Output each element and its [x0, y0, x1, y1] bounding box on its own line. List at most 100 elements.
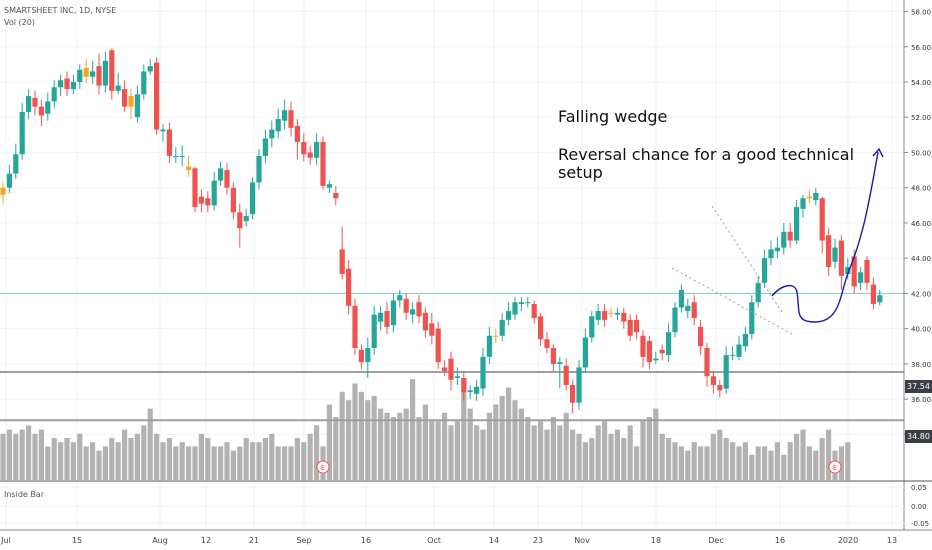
volume-bar	[666, 438, 672, 480]
volume-bar	[838, 446, 844, 480]
volume-bar	[230, 450, 236, 480]
x-tick-label: Jul	[0, 536, 11, 545]
volume-bar	[794, 433, 800, 480]
candle-body	[173, 156, 179, 157]
volume-bar	[122, 429, 128, 480]
volume-bar	[422, 404, 428, 480]
volume-bar	[659, 433, 665, 480]
volume-bar	[403, 408, 409, 480]
volume-bar	[570, 429, 576, 480]
volume-bar	[563, 412, 569, 480]
wedge-upper-line	[711, 205, 783, 313]
candle-body	[538, 316, 544, 340]
candle-body	[557, 362, 563, 364]
candle-body	[250, 182, 256, 215]
volume-bar	[691, 442, 697, 480]
volume-bar	[781, 454, 787, 480]
volume-bar	[333, 417, 339, 480]
volume-bar	[51, 438, 57, 480]
volume-bar	[211, 446, 217, 480]
volume-bar	[557, 425, 563, 480]
volume-bar	[602, 421, 608, 480]
candle-body	[813, 193, 819, 201]
volume-bar	[134, 433, 140, 480]
candle-body	[787, 231, 793, 241]
volume-bar	[813, 450, 819, 480]
candle-body	[659, 349, 665, 354]
candle-body	[851, 256, 857, 287]
volume-bar	[115, 442, 121, 480]
candle-body	[390, 300, 396, 326]
candle-body	[282, 110, 288, 121]
volume-bar	[371, 396, 377, 480]
volume-bar	[90, 442, 96, 480]
candle-body	[166, 129, 172, 156]
volume-bar	[179, 442, 185, 480]
candle-body	[838, 240, 844, 276]
candle-body	[454, 376, 460, 378]
volume-bar	[358, 391, 364, 480]
volume-bar	[339, 391, 345, 480]
volume-bar	[352, 383, 358, 480]
volume-bar	[442, 412, 448, 480]
candle-body	[742, 333, 748, 347]
x-tick-label: 12	[201, 536, 211, 545]
candle-body	[333, 193, 339, 199]
earnings-marker-label: E	[833, 464, 837, 472]
volume-bar	[70, 442, 76, 480]
volume-bar	[678, 446, 684, 480]
x-tick-label: Nov	[574, 536, 590, 545]
volume-bar	[486, 412, 492, 480]
candle-body	[230, 187, 236, 213]
axes: 58.00 56.00 54.00 52.00 50.00 48.00 46.00 44.00…	[0, 0, 932, 531]
annotation-line-1[interactable]: Reversal chance for a good technical	[558, 145, 855, 164]
volume-bar	[723, 438, 729, 480]
y-tick-label: 40.00	[911, 326, 931, 334]
volume-bar	[730, 442, 736, 480]
volume-bar	[710, 433, 716, 480]
volume-bar	[755, 446, 761, 480]
candle-body	[83, 67, 89, 77]
volume-bar	[493, 404, 499, 480]
candle-body	[6, 173, 12, 188]
volume-bar	[218, 446, 224, 480]
candle-body	[77, 69, 83, 82]
candle-body	[608, 312, 614, 314]
volume-bar	[166, 438, 172, 480]
annotation-line-2[interactable]: setup	[558, 163, 603, 182]
volume-bar	[749, 454, 755, 480]
volume-bar	[384, 412, 390, 480]
candle-body	[326, 184, 332, 188]
candle-body	[256, 156, 262, 183]
volume-bar	[192, 446, 198, 480]
annotation-title[interactable]: Falling wedge	[558, 107, 668, 126]
volume-bar	[26, 425, 32, 480]
forecast-arrowhead	[872, 147, 884, 158]
candle-body	[64, 78, 70, 90]
volume-bar	[467, 408, 473, 480]
candle-body	[19, 111, 25, 155]
y-tick-label: 54.00	[911, 79, 931, 87]
volume-bar	[173, 446, 179, 480]
candle-body	[685, 305, 691, 312]
volume-bar	[269, 433, 275, 480]
x-tick-label: Dec	[708, 536, 723, 545]
volume-bar	[256, 442, 262, 480]
volume-bar	[672, 442, 678, 480]
candle-body	[512, 302, 518, 315]
volume-bar	[525, 417, 531, 480]
wedge-lower-line	[671, 267, 793, 335]
candle-body	[806, 196, 812, 199]
candle-body	[525, 302, 531, 304]
candle-body	[358, 349, 364, 363]
candle-body	[710, 376, 716, 386]
candle-body	[211, 180, 217, 206]
y-tick-label: 52.00	[911, 114, 931, 122]
volume-bar	[96, 450, 102, 480]
volume-bar	[717, 429, 723, 480]
candle-body	[576, 367, 582, 403]
candle-body	[13, 154, 19, 174]
volume-bar	[531, 425, 537, 480]
